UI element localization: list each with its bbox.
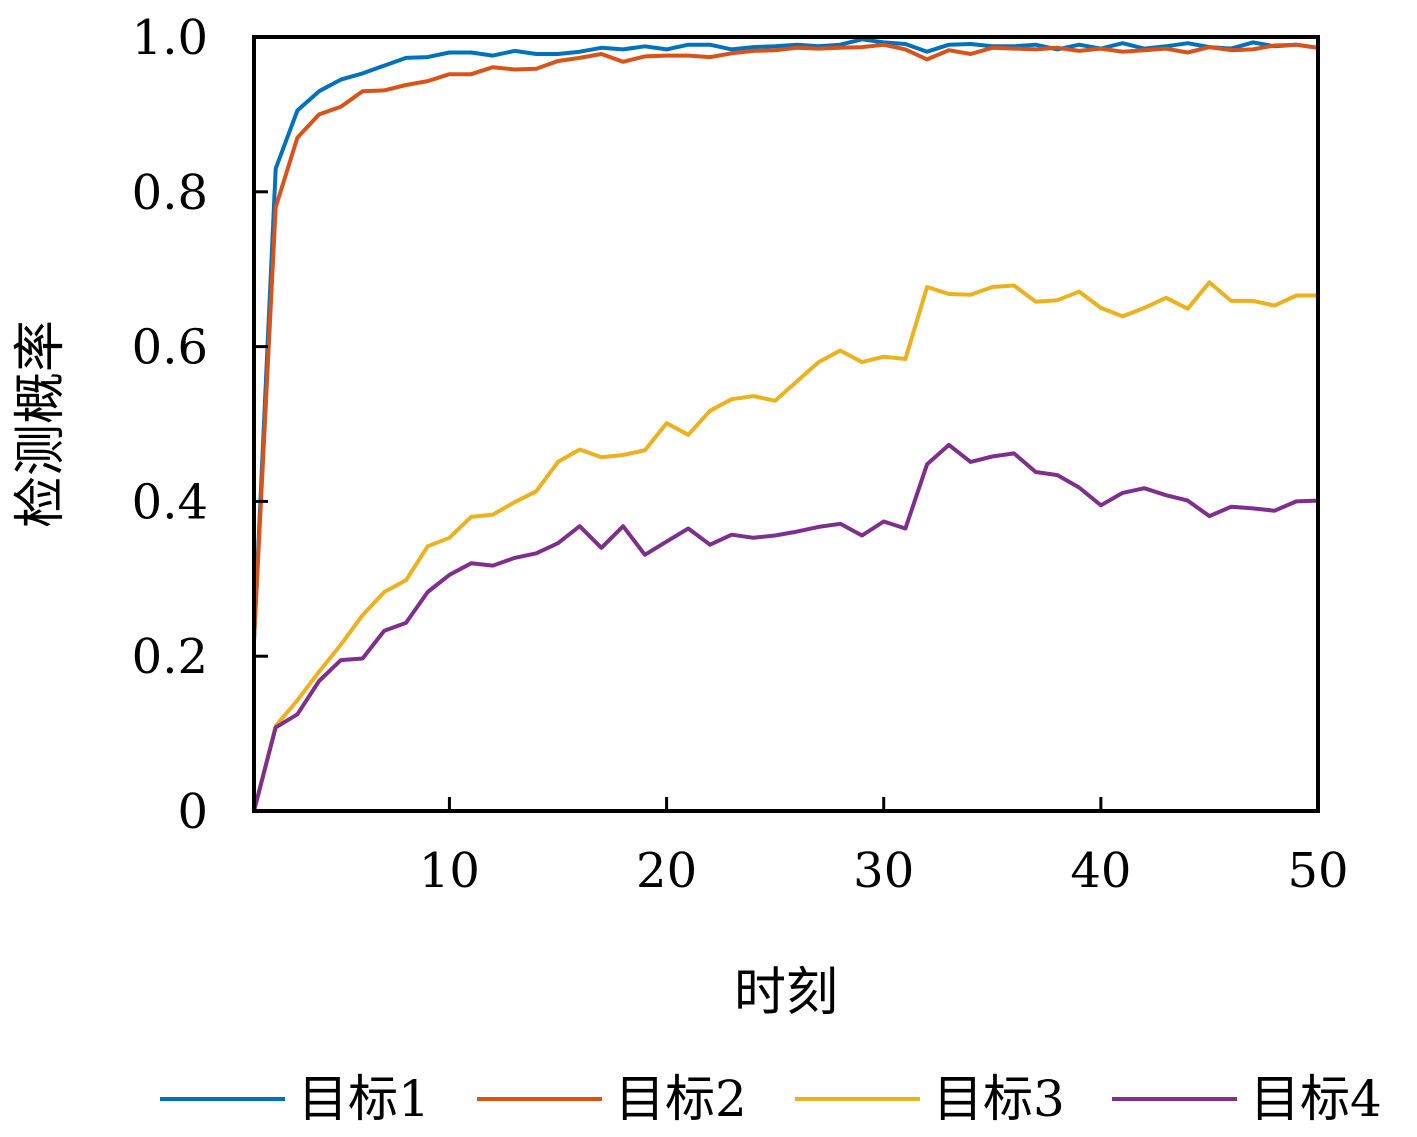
y-axis-title: 检测概率: [11, 320, 71, 528]
legend-label: 目标3: [933, 1070, 1065, 1128]
x-tick-label: 40: [1070, 843, 1131, 899]
series-line-2: [252, 42, 1319, 641]
legend-label: 目标1: [298, 1070, 430, 1128]
y-tick-label: 0.8: [132, 165, 208, 221]
legend-label: 目标2: [615, 1070, 747, 1128]
series-line-3: [252, 280, 1318, 812]
legend-item-3: 目标3: [795, 1070, 1065, 1128]
x-tick-label: 20: [636, 843, 697, 899]
y-tick-label: 0: [177, 784, 208, 840]
y-tick-label: 0.2: [132, 629, 208, 685]
legend-item-4: 目标4: [1112, 1070, 1382, 1128]
y-tick-label: 0.4: [132, 474, 208, 530]
legend-item-2: 目标2: [477, 1070, 747, 1128]
y-tick-label: 0.6: [132, 320, 208, 376]
series-layer: [252, 37, 1319, 812]
plot-frame: [252, 35, 1320, 813]
legend: 目标1 目标2 目标3 目标4: [160, 1070, 1382, 1128]
x-tick-label: 30: [853, 843, 914, 899]
series-line-4: [252, 442, 1319, 812]
x-axis-title: 时刻: [734, 963, 838, 1023]
legend-item-1: 目标1: [160, 1070, 430, 1128]
x-tick-label: 10: [419, 843, 480, 899]
ticks-layer: 10 20 30 40 50 0 0.2 0.4 0.6 0.8 1.0: [132, 10, 1349, 899]
legend-label: 目标4: [1250, 1070, 1382, 1128]
y-tick-label: 1.0: [132, 10, 208, 66]
series-line-1: [252, 37, 1319, 641]
x-tick-label: 50: [1287, 843, 1348, 899]
